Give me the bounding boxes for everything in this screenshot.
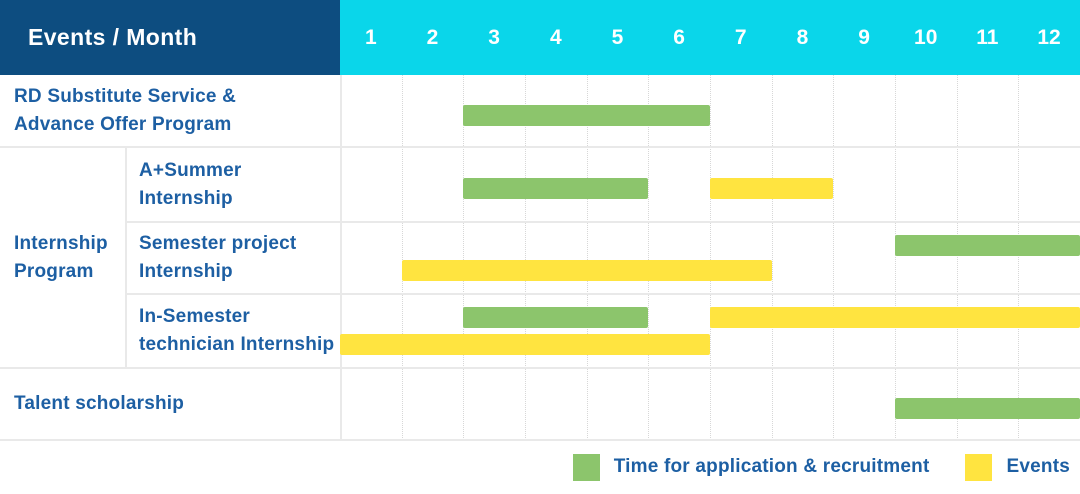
events-swatch-icon (965, 453, 993, 481)
month-header-cell-6: 6 (673, 25, 685, 49)
legend-events-label: Events (1006, 456, 1070, 477)
events-month-header-label: Events / Month (28, 24, 198, 50)
month-gridline (833, 75, 835, 440)
events-bar-in-semester-technician-internship (710, 307, 1080, 328)
row-label-semester-project-internship: Semester project Internship (139, 222, 296, 294)
gantt-row-talent-scholarship: Talent scholarship (0, 368, 1080, 440)
legend-item-events: Events (965, 453, 1070, 481)
application-bar-a-plus-summer-internship (463, 178, 649, 199)
row-label-in-semester-technician-internship: In-Semester technician Internship (139, 294, 334, 368)
month-gridline (956, 75, 958, 440)
month-header-cell-1: 1 (364, 25, 377, 49)
row-label-line: Talent scholarship (14, 393, 185, 414)
row-divider (0, 146, 1080, 148)
month-header-cell-8: 8 (796, 25, 809, 49)
gantt-row-semester-project-internship: Semester project Internship (0, 222, 1080, 294)
month-gridline (586, 75, 588, 440)
row-divider (125, 293, 1080, 295)
table-bottom-border (0, 439, 1080, 441)
month-gridline (710, 75, 711, 440)
application-bar-in-semester-technician-internship (463, 307, 649, 328)
legend: Time for application & recruitment Event… (0, 440, 1080, 494)
row-label-line: technician Internship (139, 334, 335, 355)
row-label-line: RD Substitute Service & (14, 86, 237, 107)
application-bar-semester-project-internship (895, 235, 1080, 256)
legend-application-label: Time for application & recruitment (613, 456, 930, 477)
row-label-talent-scholarship: Talent scholarship (14, 368, 184, 440)
month-header-cell-10: 10 (914, 25, 938, 49)
events-bar-a-plus-summer-internship (710, 178, 834, 199)
group-label-internship-program: Internship Program (0, 147, 125, 368)
row-label-line: Advance Offer Program (14, 114, 232, 135)
month-header-cell-4: 4 (549, 25, 562, 49)
month-header-cell-2: 2 (426, 25, 439, 49)
group-label-line: Internship (14, 232, 108, 254)
gantt-row-rd-substitute-service: RD Substitute Service & Advance Offer Pro… (0, 75, 1080, 147)
events-bar-semester-project-internship (401, 260, 772, 281)
application-bar-talent-scholarship (895, 398, 1080, 419)
group-column-divider (125, 147, 127, 368)
row-label-rd-substitute-service: RD Substitute Service & Advance Offer Pro… (14, 75, 236, 147)
month-gridline (463, 75, 465, 440)
gantt-row-in-semester-technician-internship: In-Semester technician Internship (0, 294, 1080, 368)
gantt-body: RD Substitute Service & Advance Offer Pro… (0, 75, 1080, 441)
application-bar-rd-substitute-service (463, 105, 710, 126)
gantt-row-a-plus-summer-internship: A+Summer Internship (0, 147, 1080, 222)
legend-item-application: Time for application & recruitment (572, 453, 930, 481)
row-label-line: Semester project (139, 233, 297, 254)
month-header-cell-3: 3 (488, 25, 500, 49)
row-divider (125, 221, 1080, 223)
month-gridline (895, 75, 896, 440)
row-divider (0, 367, 1080, 369)
month-header-cell-5: 5 (611, 25, 624, 49)
month-gridline (401, 75, 403, 440)
events-bar-in-semester-technician-internship (340, 334, 710, 355)
month-gridline (771, 75, 773, 440)
application-swatch-icon (572, 453, 600, 481)
row-label-line: Internship (139, 261, 233, 282)
events-month-header-cell: Events / Month (0, 0, 340, 75)
label-column-divider (340, 75, 342, 440)
table-header: Events / Month 1 2 3 4 5 6 7 8 9 10 11 12 (0, 0, 1080, 75)
month-header-cell-9: 9 (858, 25, 870, 49)
group-label-line: Program (14, 260, 94, 282)
row-label-line: A+Summer (139, 159, 242, 181)
month-gridline (525, 75, 526, 440)
row-label-a-plus-summer-internship: A+Summer Internship (139, 147, 241, 222)
month-header-row: 1 2 3 4 5 6 7 8 9 10 11 12 (340, 0, 1080, 75)
month-gridline (1018, 75, 1020, 440)
month-header-cell-11: 11 (976, 25, 999, 49)
row-label-line: Internship (139, 187, 233, 209)
row-label-line: In-Semester (139, 306, 250, 327)
month-header-cell-12: 12 (1037, 25, 1061, 49)
month-gridline (648, 75, 650, 440)
month-header-cell-7: 7 (734, 25, 747, 49)
